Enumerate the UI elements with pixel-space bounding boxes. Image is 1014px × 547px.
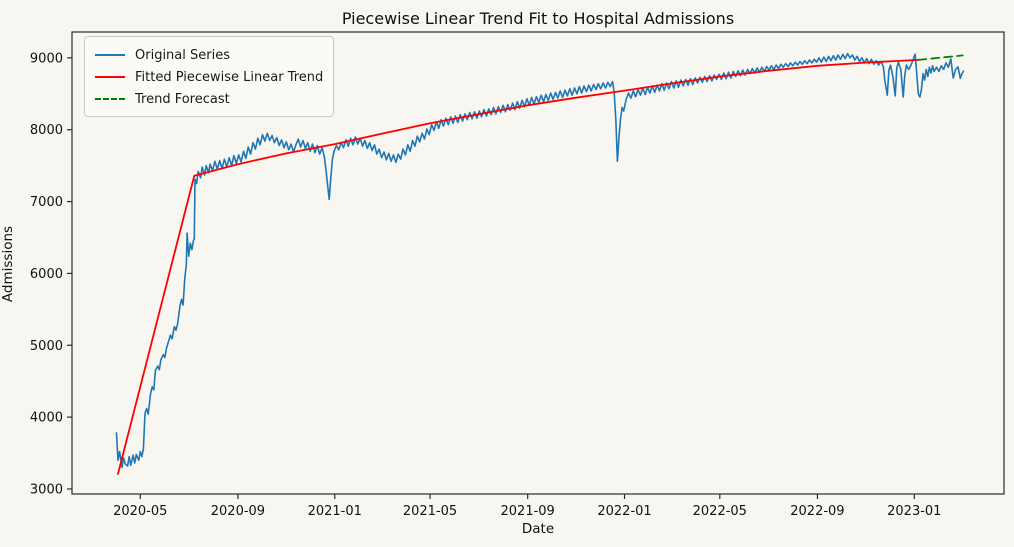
- legend-item-trend-forecast: Trend Forecast: [95, 88, 323, 110]
- legend-item-original-series: Original Series: [95, 44, 323, 66]
- x-tick-label: 2021-05: [403, 504, 457, 519]
- legend-box: Original Series Fitted Piecewise Linear …: [84, 36, 334, 117]
- y-tick-label: 9000: [30, 51, 63, 66]
- original-series-line: [115, 52, 965, 469]
- y-tick-label: 6000: [30, 267, 63, 282]
- x-tick-label: 2023-01: [887, 504, 941, 519]
- y-tick-label: 3000: [30, 482, 63, 497]
- legend-label: Trend Forecast: [135, 91, 230, 107]
- fitted-trend-line: [117, 59, 920, 475]
- original-series-line-swatch: [95, 54, 125, 56]
- x-tick-label: 2020-05: [113, 504, 167, 519]
- y-tick-label: 4000: [30, 411, 63, 426]
- y-tick-label: 8000: [30, 123, 63, 138]
- y-tick-label: 7000: [30, 195, 63, 210]
- y-axis-label: Admissions: [0, 225, 16, 303]
- x-tick-label: 2022-01: [597, 504, 651, 519]
- x-tick-label: 2022-05: [693, 504, 747, 519]
- forecast-line: [917, 54, 964, 61]
- x-tick-label: 2021-09: [501, 504, 555, 519]
- y-tick-label: 5000: [30, 339, 63, 354]
- legend-label: Original Series: [135, 47, 230, 63]
- legend-item-fitted-trend: Fitted Piecewise Linear Trend: [95, 66, 323, 88]
- x-tick-label: 2021-01: [308, 504, 362, 519]
- x-tick-label: 2022-09: [790, 504, 844, 519]
- x-tick-label: 2020-09: [211, 504, 265, 519]
- legend-label: Fitted Piecewise Linear Trend: [135, 69, 324, 85]
- axes-spines: [71, 31, 1005, 495]
- chart-title: Piecewise Linear Trend Fit to Hospital A…: [341, 9, 735, 28]
- x-axis-label: Date: [521, 521, 555, 537]
- forecast-line-swatch: [95, 98, 125, 100]
- fitted-trend-line-swatch: [95, 76, 125, 78]
